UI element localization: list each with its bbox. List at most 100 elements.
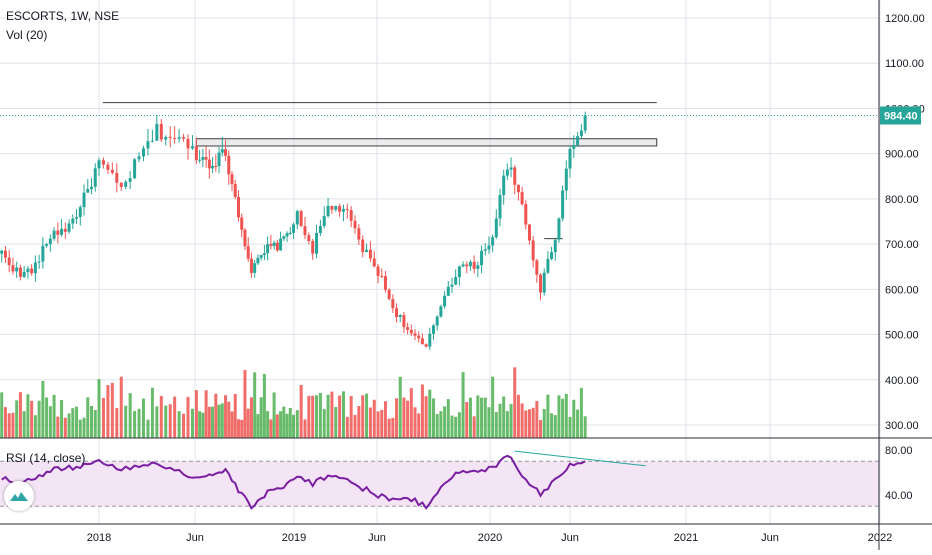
volume-bar	[402, 397, 406, 438]
x-tick-3: Jun	[368, 532, 386, 544]
candle	[454, 277, 458, 285]
volume-bar	[33, 415, 37, 438]
volume-bar	[75, 406, 79, 438]
candle	[142, 148, 146, 157]
candle	[472, 261, 476, 269]
candle	[480, 250, 484, 266]
volume-bar	[56, 416, 60, 438]
candle	[52, 230, 56, 239]
volume-bar	[279, 411, 283, 438]
candle	[101, 160, 105, 165]
volume-bar	[259, 397, 263, 438]
candle	[75, 217, 79, 219]
candle	[256, 257, 260, 264]
x-tick-6: 2021	[674, 532, 698, 544]
volume-bar	[282, 406, 286, 438]
candle	[402, 315, 406, 328]
volume-bar	[182, 413, 186, 438]
candle	[236, 196, 240, 218]
candle	[450, 284, 454, 287]
volume-bar	[220, 403, 224, 438]
candle	[307, 235, 311, 242]
volume-bar	[299, 384, 303, 438]
candle	[262, 253, 266, 255]
candle	[198, 159, 202, 161]
volume-bar	[168, 404, 172, 438]
candle	[78, 207, 82, 218]
candle	[318, 226, 322, 234]
chart-title[interactable]: ESCORTS, 1W, NSE	[6, 9, 120, 23]
rsi-line	[1, 454, 586, 510]
candle	[406, 327, 410, 330]
volume-bar	[550, 413, 554, 438]
volume-bar	[513, 367, 517, 438]
volume-bar	[240, 419, 244, 438]
volume-bar	[457, 412, 461, 438]
volume-bar	[236, 419, 240, 438]
candle	[338, 206, 342, 212]
candle	[505, 169, 509, 176]
candle	[513, 167, 517, 185]
volume-bars	[0, 367, 587, 438]
volume-bar	[119, 376, 123, 438]
volume-bar	[472, 416, 476, 438]
candle	[341, 209, 345, 212]
volume-legend[interactable]: Vol (20)	[6, 28, 48, 42]
candle	[553, 239, 557, 253]
x-tick-1: Jun	[186, 532, 204, 544]
candle	[194, 146, 198, 161]
drawings	[0, 102, 879, 240]
candle	[483, 249, 487, 251]
volume-bar	[311, 395, 315, 438]
volume-bar	[78, 419, 82, 438]
volume-bar	[11, 412, 15, 438]
volume-bar	[409, 388, 413, 438]
candle	[487, 245, 491, 250]
volume-bar	[275, 414, 279, 438]
candle	[18, 267, 22, 277]
candle	[128, 178, 132, 182]
volume-bar	[380, 409, 384, 438]
candle	[243, 229, 247, 247]
candle	[535, 260, 539, 275]
volume-bar	[272, 392, 276, 438]
volume-bar	[71, 408, 75, 438]
candle	[326, 205, 330, 217]
volume-bar	[334, 406, 338, 438]
volume-bar	[535, 400, 539, 438]
x-tick-7: Jun	[761, 532, 779, 544]
candle	[391, 298, 395, 309]
candle	[60, 228, 64, 235]
candle	[288, 232, 292, 234]
candle	[146, 141, 150, 149]
tradingview-logo-icon	[10, 492, 28, 501]
candle	[56, 230, 60, 235]
volume-bar	[198, 411, 202, 438]
candle	[443, 295, 447, 307]
candle	[539, 274, 543, 293]
candle	[33, 262, 37, 274]
candle	[465, 264, 469, 267]
candle	[468, 261, 472, 267]
tradingview-logo[interactable]	[4, 481, 34, 511]
candle	[30, 268, 34, 274]
candle	[524, 204, 528, 225]
candle	[155, 123, 159, 141]
volume-bar	[579, 387, 583, 438]
candle	[365, 249, 369, 252]
volume-bar	[295, 410, 299, 438]
candle	[461, 264, 465, 267]
volume-bar	[330, 391, 334, 438]
volume-bar	[146, 419, 150, 438]
candle	[432, 325, 435, 334]
candle	[424, 344, 428, 347]
volume-bar	[315, 395, 319, 438]
volume-bar	[15, 400, 19, 438]
rsi-legend[interactable]: RSI (14, close)	[6, 451, 86, 465]
candle	[387, 289, 391, 299]
candle	[417, 335, 421, 339]
volume-bar	[542, 409, 546, 438]
volume-bar	[93, 410, 97, 438]
